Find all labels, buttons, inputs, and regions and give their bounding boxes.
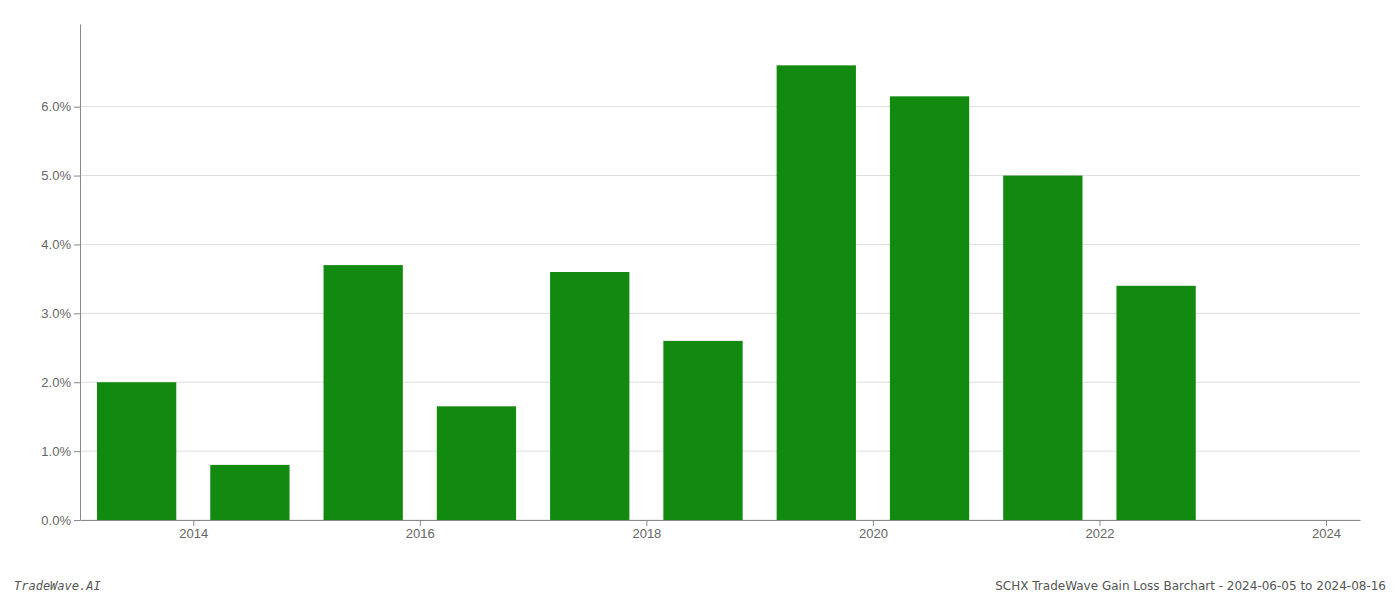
y-tick: 4.0% [41,237,80,252]
bar [437,406,516,520]
y-tick: 1.0% [41,444,80,459]
chart: 2014 2016 2018 2020 2022 2024 0.0% 1.0% 2.0% 3.0%… [0,0,1400,600]
y-tick-mark [74,451,80,452]
grid-line [80,106,1360,107]
x-tick-label: 2024 [1312,526,1341,541]
y-tick: 3.0% [41,306,80,321]
axis-line [80,25,81,521]
y-axis: 0.0% 1.0% 2.0% 3.0% 4.0% 5.0% 6.0% [41,25,80,528]
bar [550,272,629,520]
y-tick-label: 2.0% [41,375,71,390]
bar [210,465,289,520]
x-tick-mark [420,520,421,526]
x-axis: 2014 2016 2018 2020 2022 2024 [81,520,1361,541]
x-tick-label: 2016 [406,526,435,541]
y-tick-label: 5.0% [41,168,71,183]
y-tick-mark [74,107,80,108]
bars [97,65,1196,520]
axis-line [81,520,1361,521]
y-tick: 6.0% [41,99,80,114]
x-tick: 2024 [1312,520,1341,541]
y-tick-label: 6.0% [41,99,71,114]
x-tick: 2022 [1086,520,1115,541]
x-tick: 2020 [859,520,888,541]
y-tick-label: 4.0% [41,237,71,252]
bar [1003,176,1082,520]
y-tick-label: 1.0% [41,444,71,459]
footer-left: TradeWave.AI [14,579,101,593]
x-tick-label: 2018 [632,526,661,541]
y-tick-mark [74,176,80,177]
x-tick-mark [1326,520,1327,526]
y-tick-label: 0.0% [41,513,71,528]
y-tick: 2.0% [41,375,80,390]
bar [890,96,969,520]
y-tick: 0.0% [41,513,80,528]
y-tick-mark [74,520,80,521]
x-tick-label: 2020 [859,526,888,541]
y-tick-label: 3.0% [41,306,71,321]
y-tick: 5.0% [41,168,80,183]
x-tick-mark [193,520,194,526]
grid-line [80,244,1360,245]
grid [80,107,1360,520]
bar [324,265,403,520]
y-tick-mark [74,382,80,383]
bar [97,382,176,520]
grid-line [80,175,1360,176]
x-tick-label: 2014 [179,526,208,541]
x-tick: 2014 [179,520,208,541]
y-tick-mark [74,313,80,314]
bar [777,65,856,520]
y-tick-mark [74,244,80,245]
x-tick-mark [646,520,647,526]
x-tick: 2016 [406,520,435,541]
bar [663,341,742,520]
x-tick-label: 2022 [1086,526,1115,541]
x-tick-mark [1099,520,1100,526]
footer-right: SCHX TradeWave Gain Loss Barchart - 2024… [995,579,1386,593]
bar [1116,286,1195,520]
x-tick-mark [873,520,874,526]
x-tick: 2018 [632,520,661,541]
